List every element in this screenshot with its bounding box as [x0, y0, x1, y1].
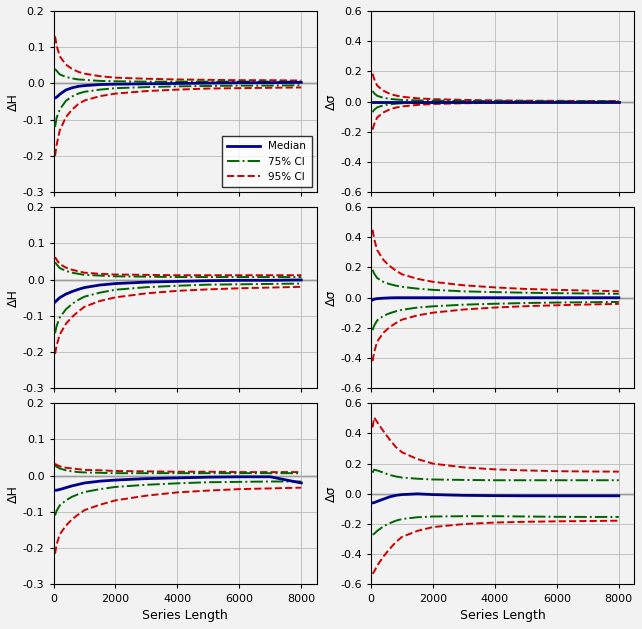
Legend: Median, 75% CI, 95% CI: Median, 75% CI, 95% CI [221, 136, 311, 187]
Y-axis label: ΔH: ΔH [7, 485, 20, 503]
Y-axis label: Δσ: Δσ [324, 93, 338, 110]
Y-axis label: ΔH: ΔH [7, 92, 20, 111]
X-axis label: Series Length: Series Length [143, 609, 228, 622]
X-axis label: Series Length: Series Length [460, 609, 546, 622]
Y-axis label: Δσ: Δσ [324, 289, 338, 306]
Y-axis label: ΔH: ΔH [7, 289, 20, 307]
Y-axis label: Δσ: Δσ [324, 486, 338, 502]
